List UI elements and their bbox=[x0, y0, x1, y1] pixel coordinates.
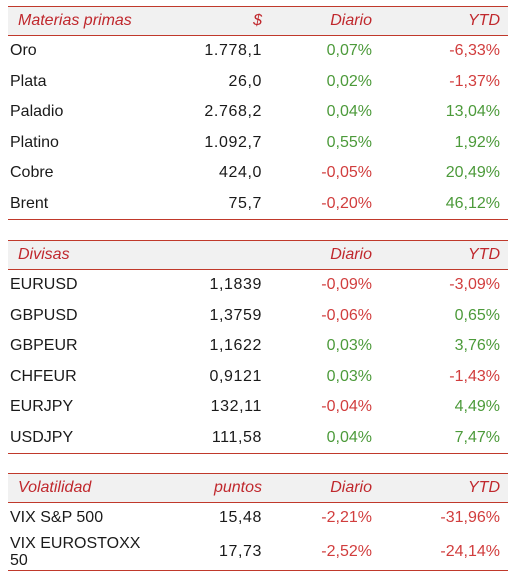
table-row: GBPUSD 1,3759 -0,06% 0,65% bbox=[8, 301, 508, 332]
table-row: USDJPY 111,58 0,04% 7,47% bbox=[8, 423, 508, 454]
row-price: 26,0 bbox=[228, 72, 262, 90]
row-price: 1.092,7 bbox=[204, 133, 262, 151]
row-ytd: 0,65% bbox=[454, 306, 500, 324]
row-daily: 0,02% bbox=[326, 72, 372, 90]
row-ytd: -24,14% bbox=[440, 542, 500, 560]
header-ytd: YTD bbox=[468, 479, 500, 496]
table-row: Brent 75,7 -0,20% 46,12% bbox=[8, 189, 508, 220]
materias-primas-table: Materias primas $ Diario YTD Oro 1.778,1… bbox=[8, 6, 508, 220]
row-ytd: 46,12% bbox=[445, 194, 500, 212]
row-daily: -0,09% bbox=[321, 276, 372, 294]
row-price: 1,3759 bbox=[209, 306, 262, 324]
row-name: Oro bbox=[10, 42, 37, 60]
row-price: 75,7 bbox=[228, 194, 262, 212]
row-price: 15,48 bbox=[218, 509, 262, 527]
row-ytd: -3,09% bbox=[449, 276, 500, 294]
row-name: VIX EUROSTOXX 50 bbox=[10, 534, 141, 569]
row-name: EURUSD bbox=[10, 276, 78, 294]
table-row: EURUSD 1,1839 -0,09% -3,09% bbox=[8, 270, 508, 301]
row-daily: -2,52% bbox=[321, 542, 372, 560]
volatilidad-header: Volatilidad puntos Diario YTD bbox=[8, 473, 508, 503]
table-row: EURJPY 132,11 -0,04% 4,49% bbox=[8, 392, 508, 423]
row-name: Brent bbox=[10, 194, 49, 212]
row-name: EURJPY bbox=[10, 398, 74, 416]
table-row: VIX EUROSTOXX 50 17,73 -2,52% -24,14% bbox=[8, 534, 508, 571]
row-price: 2.768,2 bbox=[204, 103, 262, 121]
divisas-table: Divisas Diario YTD EURUSD 1,1839 -0,09% … bbox=[8, 240, 508, 454]
row-name: CHFEUR bbox=[10, 367, 77, 385]
row-daily: 0,03% bbox=[326, 337, 372, 355]
row-daily: 0,07% bbox=[326, 42, 372, 60]
table-row: Cobre 424,0 -0,05% 20,49% bbox=[8, 158, 508, 189]
row-name: Platino bbox=[10, 133, 59, 151]
table-row: CHFEUR 0,9121 0,03% -1,43% bbox=[8, 362, 508, 393]
row-name: Plata bbox=[10, 72, 47, 90]
row-ytd: 4,49% bbox=[454, 398, 500, 416]
table-row: Oro 1.778,1 0,07% -6,33% bbox=[8, 36, 508, 67]
row-ytd: 1,92% bbox=[454, 133, 500, 151]
row-daily: -0,06% bbox=[321, 306, 372, 324]
row-ytd: 13,04% bbox=[445, 103, 500, 121]
table-row: Plata 26,0 0,02% -1,37% bbox=[8, 67, 508, 98]
row-ytd: 3,76% bbox=[454, 337, 500, 355]
row-price: 17,73 bbox=[218, 542, 262, 560]
row-ytd: -6,33% bbox=[449, 42, 500, 60]
row-daily: -0,04% bbox=[321, 398, 372, 416]
row-price: 0,9121 bbox=[209, 367, 262, 385]
header-price-unit: puntos bbox=[213, 479, 262, 496]
table-row: VIX S&P 500 15,48 -2,21% -31,96% bbox=[8, 503, 508, 534]
header-section-title: Volatilidad bbox=[18, 479, 92, 496]
header-price-unit: $ bbox=[253, 12, 262, 29]
header-daily: Diario bbox=[330, 246, 372, 263]
row-price: 1.778,1 bbox=[204, 42, 262, 60]
row-name: USDJPY bbox=[10, 428, 74, 446]
row-price: 424,0 bbox=[218, 164, 262, 182]
row-name: GBPEUR bbox=[10, 337, 78, 355]
header-ytd: YTD bbox=[468, 12, 500, 29]
row-name: GBPUSD bbox=[10, 306, 78, 324]
row-name: Cobre bbox=[10, 164, 54, 182]
divisas-header: Divisas Diario YTD bbox=[8, 240, 508, 270]
row-daily: 0,03% bbox=[326, 367, 372, 385]
row-daily: 0,55% bbox=[326, 133, 372, 151]
row-ytd: 20,49% bbox=[445, 164, 500, 182]
row-ytd: -31,96% bbox=[440, 509, 500, 527]
header-daily: Diario bbox=[330, 479, 372, 496]
row-ytd: 7,47% bbox=[454, 428, 500, 446]
row-price: 132,11 bbox=[210, 398, 262, 416]
volatilidad-table: Volatilidad puntos Diario YTD VIX S&P 50… bbox=[8, 473, 508, 571]
row-daily: 0,04% bbox=[326, 428, 372, 446]
table-row: Paladio 2.768,2 0,04% 13,04% bbox=[8, 97, 508, 128]
materias-primas-header: Materias primas $ Diario YTD bbox=[8, 6, 508, 36]
row-daily: -0,20% bbox=[321, 194, 372, 212]
row-name: VIX S&P 500 bbox=[10, 509, 104, 527]
table-row: Platino 1.092,7 0,55% 1,92% bbox=[8, 128, 508, 159]
row-ytd: -1,43% bbox=[449, 367, 500, 385]
row-daily: -0,05% bbox=[321, 164, 372, 182]
header-daily: Diario bbox=[330, 12, 372, 29]
row-ytd: -1,37% bbox=[449, 72, 500, 90]
row-price: 1,1839 bbox=[209, 276, 262, 294]
row-daily: 0,04% bbox=[326, 103, 372, 121]
header-ytd: YTD bbox=[468, 246, 500, 263]
table-row: GBPEUR 1,1622 0,03% 3,76% bbox=[8, 331, 508, 362]
row-name: Paladio bbox=[10, 103, 64, 121]
row-price: 111,58 bbox=[211, 428, 262, 446]
header-section-title: Divisas bbox=[18, 246, 70, 263]
row-daily: -2,21% bbox=[321, 509, 372, 527]
row-price: 1,1622 bbox=[209, 337, 262, 355]
header-section-title: Materias primas bbox=[18, 12, 132, 29]
